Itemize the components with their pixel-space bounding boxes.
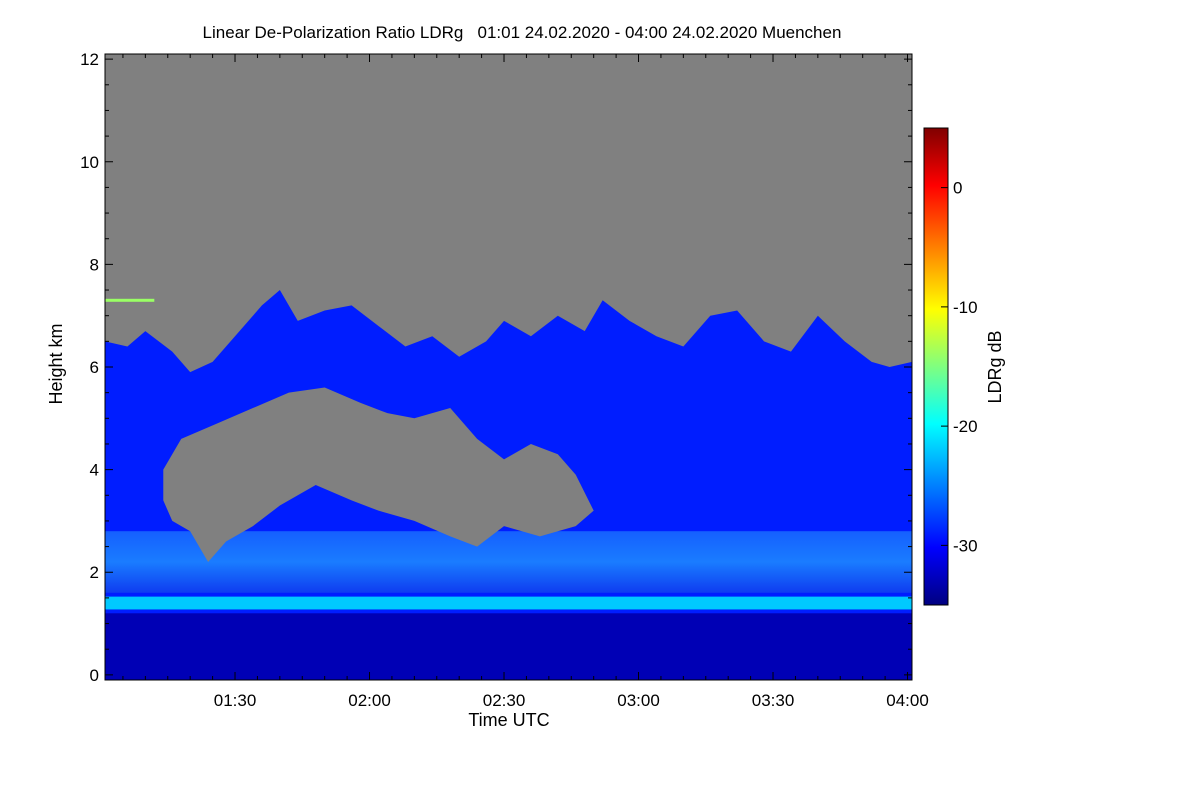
y-axis: 0 2 4 6 8 10 12 xyxy=(80,50,912,685)
colorbar-tick-label: 0 xyxy=(953,179,962,198)
lower-cloud-band xyxy=(105,531,912,593)
gap-region xyxy=(163,387,594,562)
colorbar-tick-label: -10 xyxy=(953,298,978,317)
y-tick-label: 6 xyxy=(90,358,99,377)
boundary-layer xyxy=(105,613,912,680)
x-tick-label: 02:00 xyxy=(348,691,391,710)
x-tick-label: 04:00 xyxy=(886,691,929,710)
y-tick-label: 2 xyxy=(90,563,99,582)
plot-area xyxy=(105,54,912,680)
colorbar-ticks: 0 -10 -20 -30 xyxy=(941,179,978,555)
colorbar-tick-label: -30 xyxy=(953,536,978,555)
x-tick-label: 03:30 xyxy=(752,691,795,710)
chart-title: Linear De-Polarization Ratio LDRg 01:01 … xyxy=(203,23,842,42)
colorbar-gradient xyxy=(923,127,949,606)
x-tick-label: 02:30 xyxy=(483,691,526,710)
colorbar-tick-label: -20 xyxy=(953,417,978,436)
thin-layer-high xyxy=(105,298,155,302)
x-tick-label: 01:30 xyxy=(214,691,257,710)
x-axis: 01:30 02:00 02:30 03:00 03:30 04:00 xyxy=(122,54,929,710)
y-tick-label: 8 xyxy=(90,255,99,274)
x-axis-label: Time UTC xyxy=(468,710,549,730)
y-tick-label: 10 xyxy=(80,153,99,172)
y-tick-label: 12 xyxy=(80,50,99,69)
colorbar: 0 -10 -20 -30 LDRg dB xyxy=(923,127,1005,606)
colorbar-label: LDRg dB xyxy=(985,330,1005,403)
x-tick-label: 03:00 xyxy=(617,691,660,710)
y-tick-label: 0 xyxy=(90,666,99,685)
bright-layer xyxy=(105,596,912,610)
y-tick-label: 4 xyxy=(90,461,99,480)
y-axis-label: Height km xyxy=(46,323,66,404)
